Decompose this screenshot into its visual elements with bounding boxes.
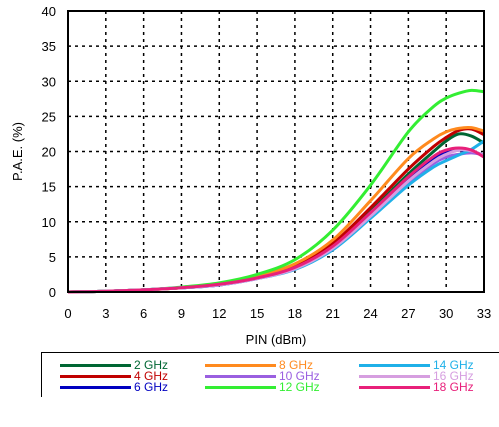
legend-swatch [359, 375, 430, 378]
x-axis-label: PIN (dBm) [246, 332, 307, 347]
y-tick-label: 30 [42, 74, 56, 89]
series-lines [68, 90, 484, 292]
legend-swatch [359, 386, 430, 389]
x-tick-label: 0 [64, 306, 71, 321]
legend-swatch [205, 375, 276, 378]
legend: 2 GHz 4 GHz 6 GHz 8 GHz 10 GHz 12 GHz 14 GHz 16… [41, 352, 499, 397]
y-tick-label: 10 [42, 215, 56, 230]
x-tick-label: 30 [439, 306, 453, 321]
x-tick-label: 24 [363, 306, 377, 321]
legend-label: 6 GHz [134, 381, 168, 394]
x-tick-label: 27 [401, 306, 415, 321]
x-tick-labels: 0 3 6 9 12 15 18 21 24 27 30 33 [64, 306, 491, 321]
y-tick-label: 0 [49, 285, 56, 300]
x-tick-label: 21 [325, 306, 339, 321]
x-tick-label: 12 [212, 306, 226, 321]
legend-label: 12 GHz [279, 381, 320, 394]
y-tick-label: 35 [42, 39, 56, 54]
x-tick-label: 3 [102, 306, 109, 321]
legend-swatch [205, 364, 276, 367]
y-tick-label: 20 [42, 145, 56, 160]
legend-label: 18 GHz [433, 381, 474, 394]
y-axis-label: P.A.E. (%) [10, 122, 25, 181]
legend-swatch [205, 386, 276, 389]
grid [68, 11, 484, 292]
plot-frame [68, 11, 484, 292]
legend-swatch [60, 375, 131, 378]
pae-chart: 0 3 6 9 12 15 18 21 24 27 30 33 0 5 10 15 20 25 30 35 40 PI… [0, 0, 499, 352]
x-tick-label: 18 [288, 306, 302, 321]
x-tick-label: 9 [178, 306, 185, 321]
y-tick-label: 40 [42, 4, 56, 19]
y-tick-labels: 0 5 10 15 20 25 30 35 40 [42, 4, 56, 300]
x-tick-label: 33 [477, 306, 491, 321]
legend-swatch [60, 364, 131, 367]
legend-swatch [359, 364, 430, 367]
y-tick-label: 15 [42, 180, 56, 195]
x-tick-label: 6 [140, 306, 147, 321]
legend-swatch [60, 386, 131, 389]
y-tick-label: 25 [42, 109, 56, 124]
y-tick-label: 5 [49, 250, 56, 265]
series-line-12-ghz [68, 90, 484, 292]
x-tick-label: 15 [250, 306, 264, 321]
